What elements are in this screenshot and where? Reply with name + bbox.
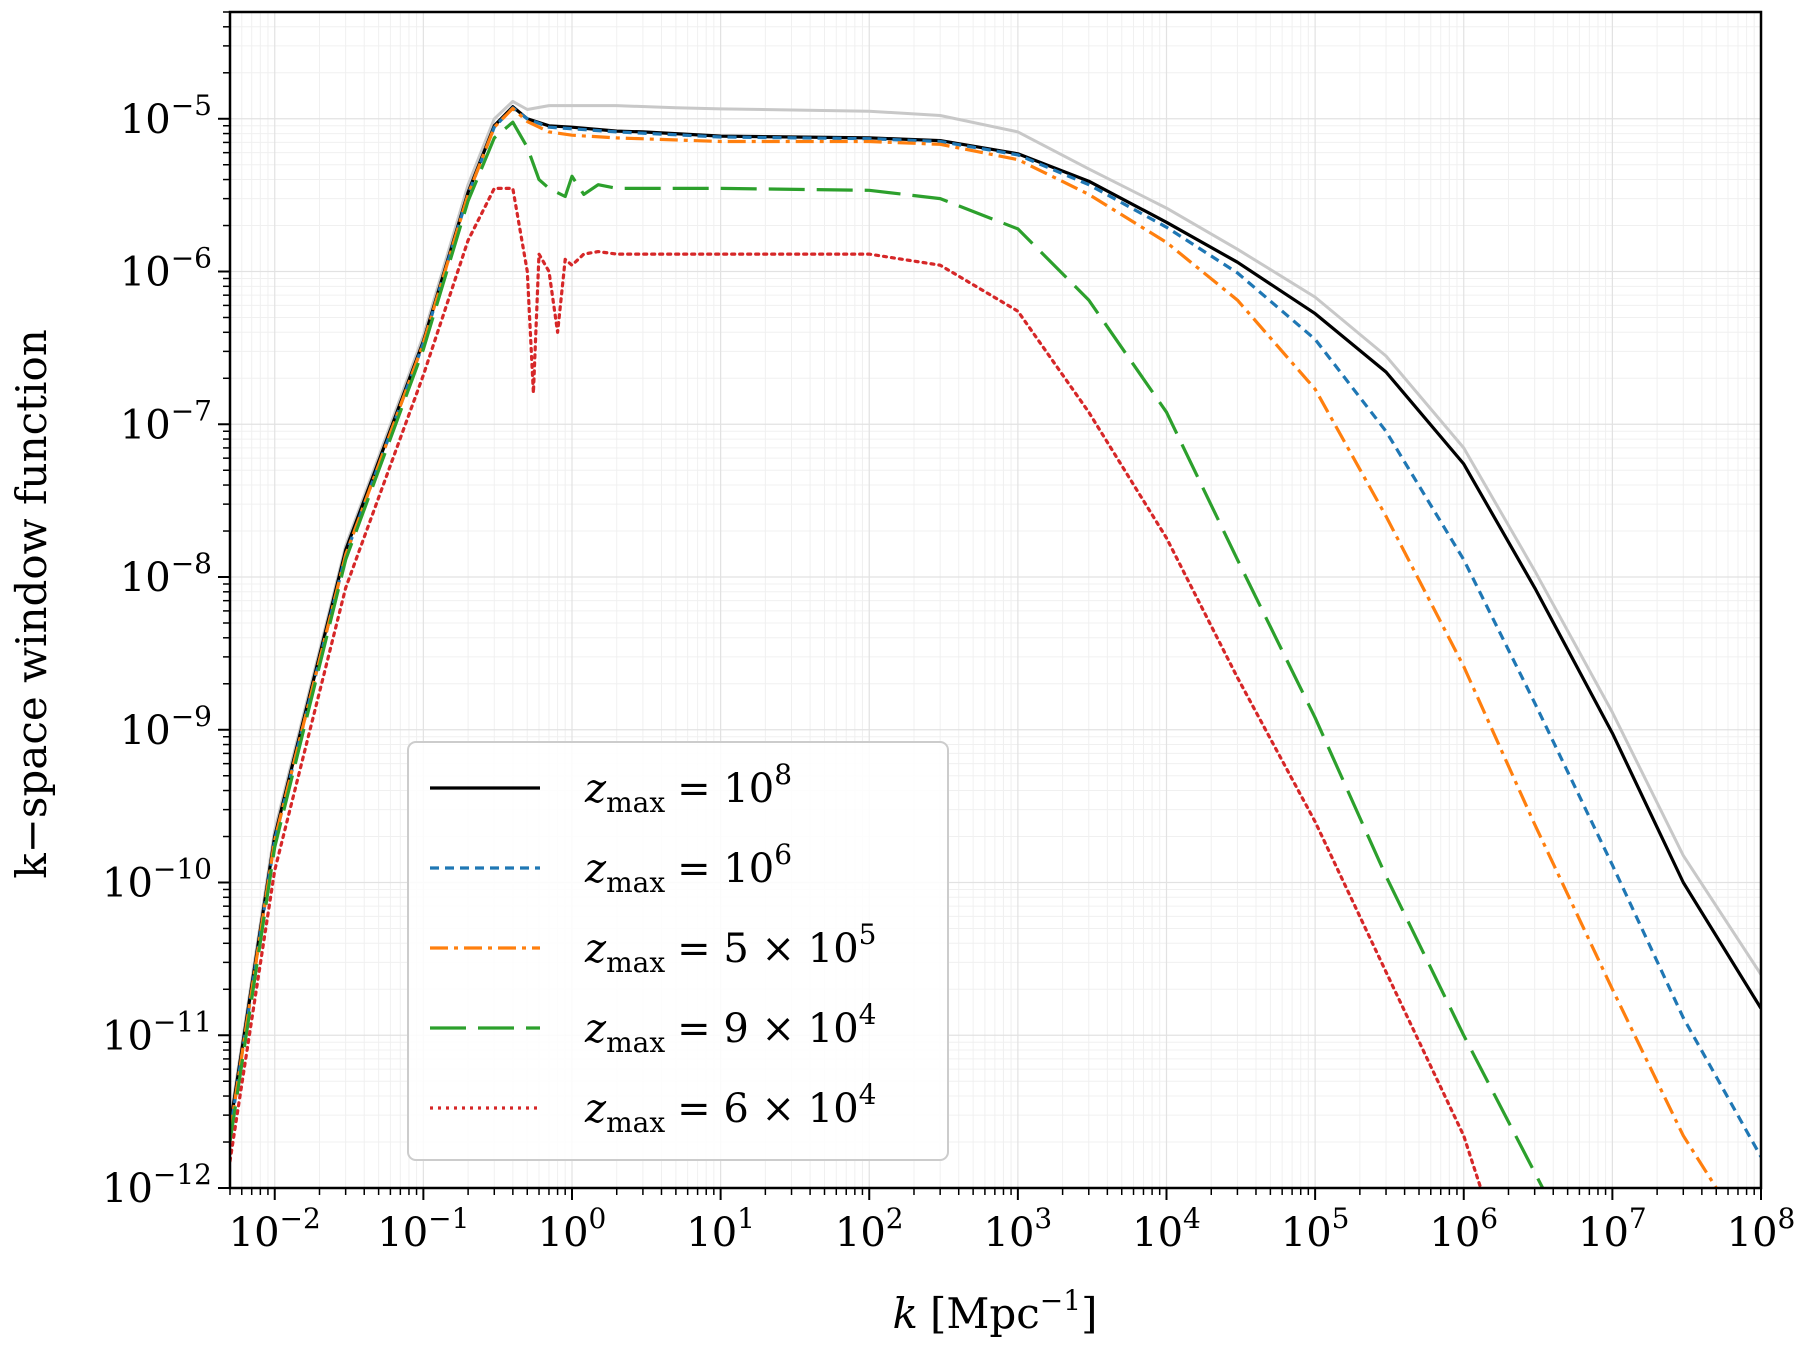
x-tick-label: 107 — [1578, 1202, 1647, 1256]
x-tick-exp: 1 — [737, 1202, 755, 1235]
x-tick-base: 10 — [984, 1210, 1035, 1256]
legend-label-exp: 8 — [774, 758, 792, 791]
x-tick-exp: 5 — [1332, 1202, 1350, 1235]
legend-label: zmax = 5 × 105 — [584, 918, 876, 979]
y-tick-exp: −5 — [171, 89, 212, 122]
y-tick-label: 10−5 — [120, 89, 212, 143]
legend-label-exp: 4 — [859, 998, 877, 1031]
x-tick-exp: 7 — [1629, 1202, 1647, 1235]
y-tick-exp: −8 — [171, 547, 212, 580]
y-tick-exp: −11 — [153, 1005, 212, 1038]
x-tick-label: 103 — [984, 1202, 1053, 1256]
x-tick-exp: −1 — [428, 1202, 469, 1235]
x-tick-base: 10 — [229, 1210, 280, 1256]
y-tick-base: 10 — [120, 250, 171, 296]
legend-label-exp: 4 — [859, 1078, 877, 1111]
y-tick-label: 10−6 — [120, 242, 212, 296]
y-tick-exp: −10 — [153, 853, 212, 886]
x-tick-exp: 4 — [1183, 1202, 1201, 1235]
legend-label-base: 6 × 10 — [723, 1086, 858, 1132]
x-tick-base: 10 — [377, 1210, 428, 1256]
y-tick-base: 10 — [102, 861, 153, 907]
series-line-5 — [230, 186, 1483, 1188]
y-tick-label: 10−11 — [102, 1005, 212, 1059]
series-line-2 — [230, 106, 1761, 1158]
x-tick-base: 10 — [1727, 1210, 1778, 1256]
x-axis-unit-exp: −1 — [1040, 1284, 1081, 1317]
y-tick-exp: −6 — [171, 242, 212, 275]
x-tick-label: 101 — [686, 1202, 755, 1256]
ticks-layer — [218, 11, 1762, 1200]
y-tick-exp: −9 — [171, 700, 212, 733]
legend-label-base: 5 × 10 — [723, 926, 858, 972]
x-tick-exp: 8 — [1778, 1202, 1796, 1235]
y-tick-exp: −7 — [171, 394, 212, 427]
x-tick-base: 10 — [1132, 1210, 1183, 1256]
series-line-3 — [230, 106, 1718, 1188]
y-tick-label: 10−8 — [120, 547, 212, 601]
x-tick-exp: 2 — [886, 1202, 904, 1235]
legend-label: zmax = 6 × 104 — [584, 1078, 876, 1139]
x-tick-base: 10 — [686, 1210, 737, 1256]
x-tick-base: 10 — [1281, 1210, 1332, 1256]
x-tick-label: 106 — [1429, 1202, 1498, 1256]
x-axis-title: k [Mpc−1] — [893, 1284, 1098, 1338]
x-axis-unit: Mpc — [946, 1289, 1039, 1338]
legend-box — [407, 741, 949, 1161]
legend-label-exp: 6 — [774, 838, 792, 871]
x-axis-var: k — [893, 1289, 918, 1338]
legend-label-base: 10 — [723, 846, 774, 892]
y-tick-label: 10−12 — [102, 1158, 212, 1212]
x-tick-label: 104 — [1132, 1202, 1201, 1256]
x-tick-label: 102 — [835, 1202, 904, 1256]
y-axis-title: k−space window function — [7, 329, 56, 879]
x-tick-exp: 0 — [589, 1202, 607, 1235]
series-layer — [230, 99, 1761, 1188]
legend-label-exp: 5 — [859, 918, 877, 951]
x-tick-exp: 3 — [1034, 1202, 1052, 1235]
x-tick-label: 105 — [1281, 1202, 1350, 1256]
y-tick-label: 10−10 — [102, 853, 212, 907]
x-tick-base: 10 — [1429, 1210, 1480, 1256]
series-line-4 — [230, 120, 1545, 1188]
x-tick-base: 10 — [1578, 1210, 1629, 1256]
legend-label: zmax = 106 — [584, 838, 792, 899]
x-tick-exp: 6 — [1480, 1202, 1498, 1235]
y-tick-base: 10 — [102, 1013, 153, 1059]
y-tick-base: 10 — [120, 555, 171, 601]
x-tick-label: 108 — [1727, 1202, 1796, 1256]
x-tick-base: 10 — [538, 1210, 589, 1256]
legend-label-base: 10 — [723, 766, 774, 812]
legend: zmax = 108 zmax = 106 zmax = 5 × 105 zmax = 9 ×… — [407, 741, 949, 1161]
y-tick-label: 10−7 — [120, 394, 212, 448]
y-tick-base: 10 — [120, 708, 171, 754]
x-tick-label: 10−2 — [229, 1202, 321, 1256]
y-tick-exp: −12 — [153, 1158, 212, 1191]
series-line-0 — [230, 99, 1761, 1123]
y-tick-base: 10 — [102, 1166, 153, 1212]
legend-label: zmax = 9 × 104 — [584, 998, 876, 1059]
y-tick-base: 10 — [120, 97, 171, 143]
x-tick-labels: 10−2 10−1 100 101 102 103 104 105 106 107 108 — [229, 1202, 1796, 1256]
x-tick-base: 10 — [835, 1210, 886, 1256]
legend-label: zmax = 108 — [584, 758, 792, 819]
y-tick-label: 10−9 — [120, 700, 212, 754]
x-tick-exp: −2 — [280, 1202, 321, 1235]
y-tick-base: 10 — [120, 402, 171, 448]
x-tick-label: 100 — [538, 1202, 607, 1256]
x-tick-label: 10−1 — [377, 1202, 469, 1256]
legend-label-base: 9 × 10 — [723, 1006, 858, 1052]
